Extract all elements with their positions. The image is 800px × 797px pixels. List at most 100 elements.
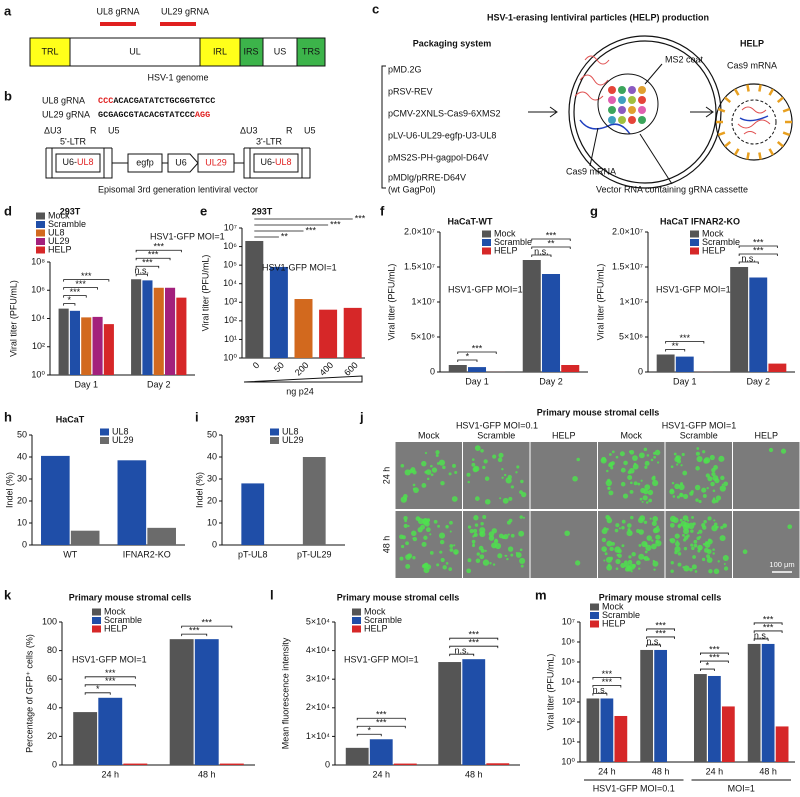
- bar: [92, 316, 103, 375]
- x-tick-label: 24 h: [372, 769, 390, 779]
- gfp-cell: [467, 480, 470, 484]
- spike: [776, 96, 784, 104]
- gfp-cell: [706, 557, 713, 563]
- insert-part: U6-: [62, 157, 77, 167]
- gfp-cell: [723, 481, 729, 487]
- gfp-cell: [411, 530, 417, 537]
- gfp-cell: [508, 496, 513, 501]
- legend-swatch: [590, 620, 599, 628]
- gfp-cell: [519, 557, 526, 564]
- gfp-cell: [438, 532, 446, 539]
- gfp-cell: [399, 556, 404, 561]
- gfp-cell: [497, 553, 503, 559]
- gfp-cell: [576, 457, 580, 462]
- gfp-cell: [508, 518, 513, 523]
- significance-label: *: [706, 660, 710, 670]
- bar: [747, 643, 761, 762]
- significance-bracket: [135, 249, 182, 253]
- gfp-cell: [636, 560, 641, 566]
- y-axis-label: Viral titer (PFU/mL): [545, 654, 555, 731]
- group-label: HSV1-GFP MOI=0.1: [593, 783, 675, 793]
- gfp-cell: [723, 566, 729, 571]
- panel-label: a: [4, 3, 12, 18]
- ltr-name: 3'-LTR: [256, 136, 283, 146]
- gfp-cell: [448, 567, 453, 571]
- y-tick-label: 10⁰: [31, 369, 45, 379]
- y-axis-label: Viral titer (PFU/mL): [200, 255, 210, 332]
- panel-j: Primary mouse stromal cells HSV1-GFP MOI…: [381, 407, 800, 578]
- gfp-cell: [473, 532, 478, 538]
- bar: [41, 455, 70, 545]
- gfp-cell: [629, 481, 633, 485]
- gfp-cell: [674, 546, 681, 553]
- legend-label: Mock: [364, 606, 386, 616]
- x-tick-label: 48 h: [465, 769, 483, 779]
- significance-label: ***: [148, 250, 159, 260]
- y-tick-label: 1×10⁴: [306, 731, 330, 741]
- gfp-cell: [400, 464, 405, 468]
- gfp-cell: [515, 471, 518, 474]
- gfp-cell: [429, 551, 434, 555]
- bar: [241, 483, 265, 545]
- y-tick-label: 3×10⁴: [306, 674, 330, 684]
- arrow: [690, 106, 714, 118]
- gfp-cell: [703, 519, 707, 524]
- gfp-cell: [694, 484, 701, 491]
- significance-label: **: [547, 238, 555, 248]
- callout: Vector RNA containing gRNA cassette: [596, 184, 748, 194]
- bar: [81, 317, 92, 375]
- significance-label: **: [281, 231, 289, 241]
- gfp-cell: [701, 557, 706, 562]
- significance-label: ***: [546, 230, 557, 240]
- ms2-dot: [638, 116, 646, 124]
- ltr-box: [45, 147, 113, 179]
- grna-label: UL29 gRNA: [161, 6, 209, 16]
- gfp-cell: [492, 454, 497, 459]
- gfp-cell: [698, 529, 703, 534]
- gfp-cell: [648, 498, 653, 503]
- insert-label: U6-UL8: [62, 157, 93, 167]
- gfp-cell: [679, 482, 684, 486]
- gfp-cell: [521, 492, 527, 498]
- gfp-cell: [674, 483, 680, 490]
- gfp-cell: [507, 533, 510, 536]
- row-label: 24 h: [381, 467, 391, 485]
- gfp-cell: [691, 546, 695, 551]
- significance-bracket: [665, 349, 686, 352]
- gfp-cell: [449, 544, 454, 548]
- x-tick-label: IFNAR2-KO: [123, 549, 171, 559]
- bar: [269, 266, 288, 358]
- gfp-cell: [405, 541, 409, 546]
- spikes: [716, 84, 792, 160]
- gfp-cell: [702, 450, 706, 454]
- y-tick-label: 100: [42, 616, 57, 626]
- significance-bracket: [738, 245, 778, 248]
- gfp-cell: [519, 515, 523, 519]
- gfp-cell: [698, 499, 702, 504]
- y-tick-label: 40: [207, 451, 217, 461]
- column-label: HELP: [754, 430, 778, 440]
- gfp-cell: [722, 555, 729, 562]
- gfp-cell: [471, 458, 475, 461]
- chart: Primary mouse stromal cells Percentage of…: [24, 592, 255, 779]
- significance-label: ***: [602, 677, 613, 687]
- significance-label: ***: [142, 258, 153, 268]
- callout: Cas9 mRNA: [727, 60, 777, 70]
- gfp-cell: [474, 496, 480, 501]
- significance-label: ***: [468, 638, 479, 648]
- significance-label: *: [466, 351, 470, 361]
- bar: [486, 763, 510, 765]
- gfp-cell: [629, 531, 632, 534]
- plasmid: (wt GagPol): [388, 184, 436, 194]
- significance-label: ***: [189, 626, 200, 636]
- y-tick-label: 10¹: [224, 334, 237, 344]
- gfp-cell: [705, 473, 710, 478]
- gfp-cell: [606, 564, 613, 571]
- gfp-cell: [439, 539, 445, 545]
- gfp-cell: [609, 546, 614, 552]
- gfp-cell: [493, 539, 499, 544]
- gfp-cell: [723, 562, 726, 566]
- gfp-cell: [515, 551, 518, 555]
- insert-box: [253, 153, 299, 173]
- legend-swatch: [690, 239, 699, 246]
